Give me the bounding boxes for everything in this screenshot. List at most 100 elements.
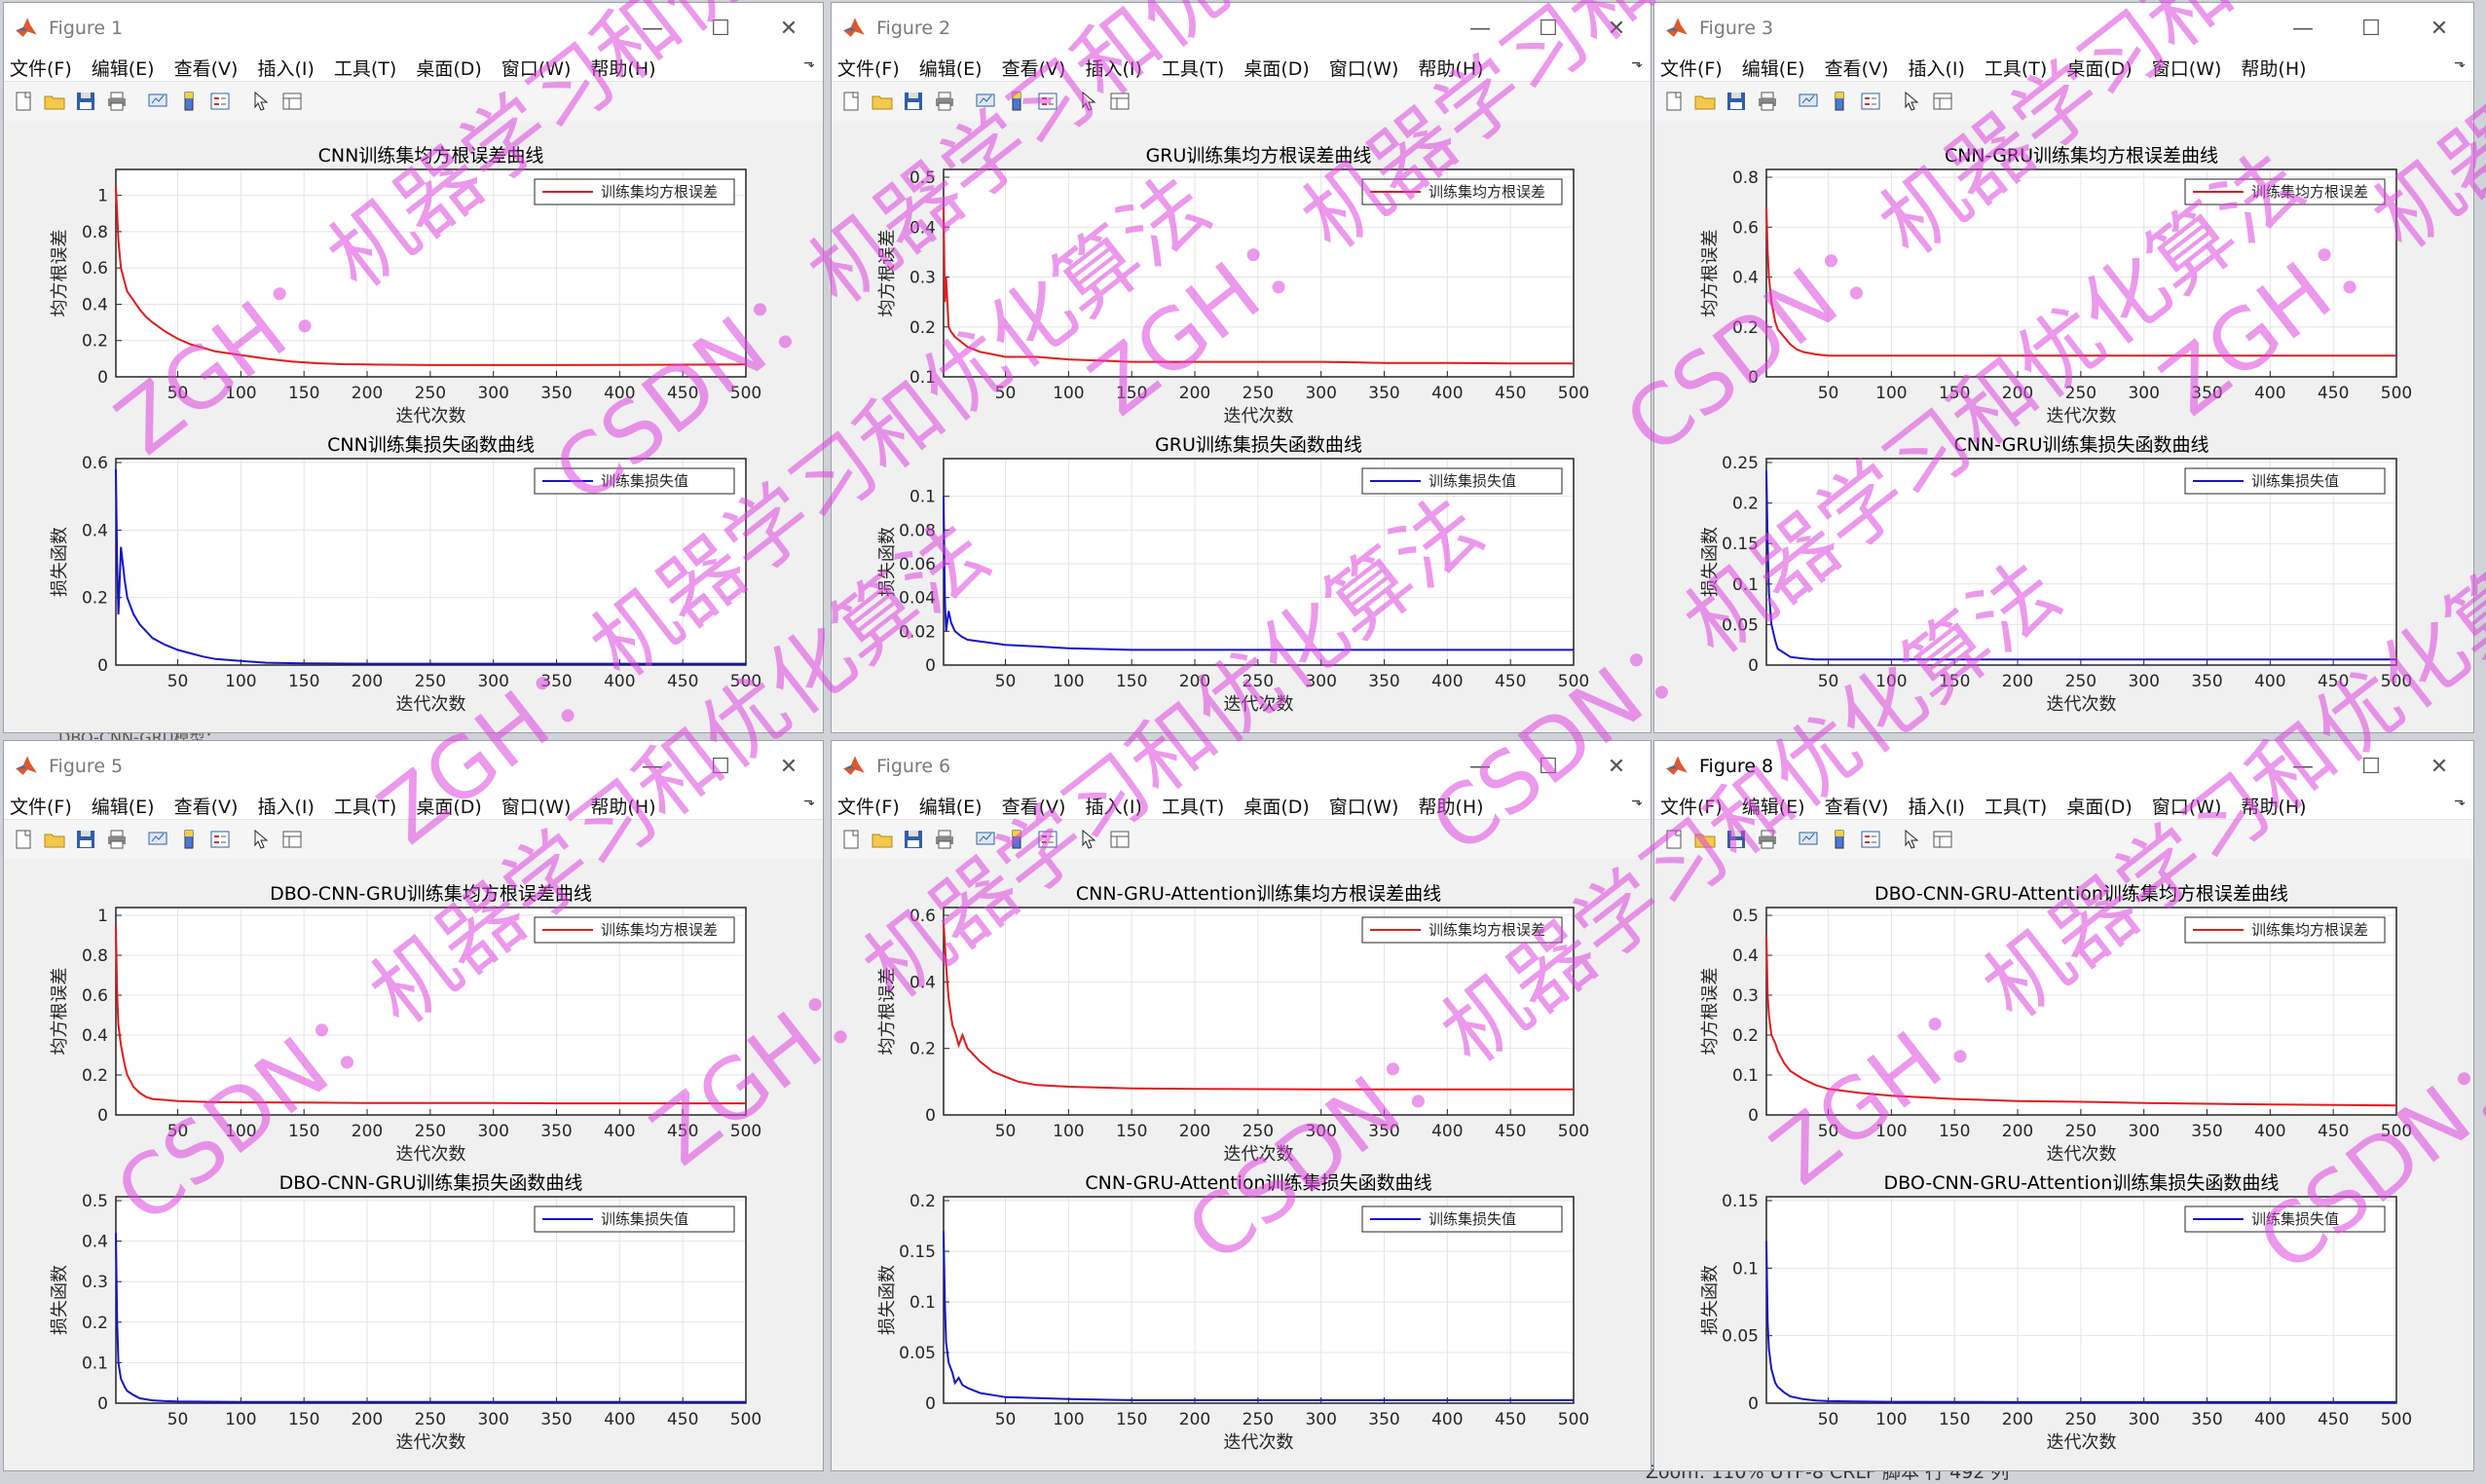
menu-item[interactable]: 编辑(E) — [918, 796, 983, 818]
axes-bottom[interactable]: 50 100 150 200 250 300 350 400 450 500 0 0.05 0.1 0.1… — [1700, 1172, 2412, 1453]
maximize-button[interactable]: ☐ — [711, 754, 730, 779]
minimize-button[interactable]: — — [642, 16, 663, 41]
figure-window[interactable]: Figure 6 — ☐ ✕ 文件(F) 编辑(E) 查看(V) 插入(I) 工具(T) 桌面(D… — [831, 740, 1651, 1471]
save-icon[interactable] — [1723, 88, 1750, 115]
property-inspector-icon[interactable] — [278, 826, 306, 853]
menu-item[interactable]: 编辑(E) — [1741, 796, 1805, 818]
legend[interactable]: 训练集均方根误差 — [2184, 178, 2386, 205]
legend[interactable]: 训练集均方根误差 — [1361, 916, 1563, 944]
legend[interactable]: 训练集均方根误差 — [534, 178, 735, 205]
menu-item[interactable]: 插入(I) — [1085, 796, 1142, 818]
new-figure-icon[interactable] — [837, 826, 865, 853]
menu-item[interactable]: 桌面(D) — [1243, 57, 1310, 80]
menu-item[interactable]: 窗口(W) — [501, 57, 572, 80]
link-plot-icon[interactable] — [144, 88, 171, 115]
axes-top[interactable]: 50 100 150 200 250 300 350 400 450 500 0 0.2 0.4 0.6 0… — [1700, 145, 2412, 427]
dock-arrow-icon[interactable]: ⬎ — [1631, 56, 1643, 71]
pointer-icon[interactable] — [247, 88, 275, 115]
save-icon[interactable] — [900, 88, 927, 115]
legend-icon[interactable] — [1034, 88, 1061, 115]
menu-item[interactable]: 工具(T) — [1161, 796, 1225, 818]
link-plot-icon[interactable] — [144, 826, 171, 853]
new-figure-icon[interactable] — [837, 88, 865, 115]
new-figure-icon[interactable] — [1660, 826, 1688, 853]
menu-item[interactable]: 工具(T) — [333, 57, 397, 80]
dock-arrow-icon[interactable]: ⬎ — [2454, 56, 2466, 71]
menu-item[interactable]: 窗口(W) — [1328, 57, 1399, 80]
menu-item[interactable]: 编辑(E) — [918, 57, 983, 80]
dock-arrow-icon[interactable]: ⬎ — [1631, 794, 1643, 809]
colorbar-icon[interactable] — [1003, 826, 1030, 853]
legend[interactable]: 训练集均方根误差 — [534, 916, 735, 944]
window-titlebar[interactable]: Figure 8 — ☐ ✕ — [1654, 741, 2473, 792]
print-icon[interactable] — [1754, 88, 1781, 115]
figure-window[interactable]: Figure 8 — ☐ ✕ 文件(F) 编辑(E) 查看(V) 插入(I) 工具(T) 桌面(D… — [1653, 740, 2474, 1471]
legend-icon[interactable] — [1857, 88, 1884, 115]
pointer-icon[interactable] — [1075, 826, 1102, 853]
legend[interactable]: 训练集损失值 — [1361, 1206, 1563, 1233]
menu-item[interactable]: 帮助(H) — [590, 57, 656, 80]
open-file-icon[interactable] — [41, 88, 68, 115]
menu-item[interactable]: 编辑(E) — [91, 57, 155, 80]
close-button[interactable]: ✕ — [2430, 16, 2449, 41]
menu-item[interactable]: 插入(I) — [1908, 796, 1965, 818]
axes-top[interactable]: 50 100 150 200 250 300 350 400 450 500 0 0.1 0.2 0.3 0… — [1700, 883, 2412, 1165]
pointer-icon[interactable] — [1898, 88, 1925, 115]
menu-item[interactable]: 查看(V) — [1001, 57, 1066, 80]
pointer-icon[interactable] — [1898, 826, 1925, 853]
axes-top[interactable]: 50 100 150 200 250 300 350 400 450 500 0 0.2 0.4 0.6 C… — [877, 883, 1589, 1165]
maximize-button[interactable]: ☐ — [1539, 754, 1558, 779]
colorbar-icon[interactable] — [1826, 88, 1853, 115]
close-button[interactable]: ✕ — [779, 754, 798, 779]
property-inspector-icon[interactable] — [278, 88, 306, 115]
maximize-button[interactable]: ☐ — [2361, 16, 2381, 41]
menu-item[interactable]: 文件(F) — [10, 57, 72, 80]
new-figure-icon[interactable] — [1660, 88, 1688, 115]
print-icon[interactable] — [931, 826, 958, 853]
close-button[interactable]: ✕ — [1607, 754, 1626, 779]
menu-item[interactable]: 查看(V) — [173, 796, 239, 818]
menu-item[interactable]: 文件(F) — [10, 796, 72, 818]
new-figure-icon[interactable] — [10, 88, 37, 115]
open-file-icon[interactable] — [41, 826, 68, 853]
legend[interactable]: 训练集损失值 — [2184, 1206, 2386, 1233]
link-plot-icon[interactable] — [1795, 826, 1822, 853]
menu-item[interactable]: 插入(I) — [1908, 57, 1965, 80]
minimize-button[interactable]: — — [2292, 16, 2314, 41]
save-icon[interactable] — [72, 826, 99, 853]
menu-item[interactable]: 编辑(E) — [1741, 57, 1805, 80]
property-inspector-icon[interactable] — [1106, 88, 1133, 115]
colorbar-icon[interactable] — [1003, 88, 1030, 115]
new-figure-icon[interactable] — [10, 826, 37, 853]
axes-bottom[interactable]: 50 100 150 200 250 300 350 400 450 500 0 0.05 0.1 0.1… — [877, 1172, 1589, 1453]
menu-item[interactable]: 文件(F) — [837, 57, 900, 80]
window-titlebar[interactable]: Figure 2 — ☐ ✕ — [832, 3, 1651, 54]
menu-item[interactable]: 窗口(W) — [501, 796, 572, 818]
minimize-button[interactable]: — — [642, 754, 663, 779]
save-icon[interactable] — [1723, 826, 1750, 853]
axes-top[interactable]: 50 100 150 200 250 300 350 400 450 500 0 0.2 0.4 0.6 0… — [50, 145, 761, 427]
dock-arrow-icon[interactable]: ⬎ — [803, 794, 815, 809]
property-inspector-icon[interactable] — [1929, 88, 1956, 115]
axes-top[interactable]: 50 100 150 200 250 300 350 400 450 500 0.1 0.2 0.3 0.… — [877, 145, 1589, 427]
legend-icon[interactable] — [206, 826, 234, 853]
minimize-button[interactable]: — — [1469, 16, 1491, 41]
link-plot-icon[interactable] — [972, 88, 999, 115]
window-titlebar[interactable]: Figure 1 — ☐ ✕ — [4, 3, 823, 54]
legend[interactable]: 训练集损失值 — [1361, 467, 1563, 495]
close-button[interactable]: ✕ — [1607, 16, 1626, 41]
menu-item[interactable]: 文件(F) — [837, 796, 900, 818]
menu-item[interactable]: 工具(T) — [333, 796, 397, 818]
window-titlebar[interactable]: Figure 6 — ☐ ✕ — [832, 741, 1651, 792]
menu-item[interactable]: 窗口(W) — [2151, 796, 2222, 818]
axes-top[interactable]: 50 100 150 200 250 300 350 400 450 500 0 0.2 0.4 0.6 0… — [50, 883, 761, 1165]
menu-item[interactable]: 查看(V) — [1824, 57, 1889, 80]
close-button[interactable]: ✕ — [2430, 754, 2449, 779]
menu-item[interactable]: 帮助(H) — [2241, 796, 2307, 818]
menu-item[interactable]: 桌面(D) — [416, 57, 482, 80]
figure-window[interactable]: Figure 3 — ☐ ✕ 文件(F) 编辑(E) 查看(V) 插入(I) 工具(T) 桌面(D… — [1653, 2, 2474, 733]
menu-item[interactable]: 插入(I) — [1085, 57, 1142, 80]
dock-arrow-icon[interactable]: ⬎ — [2454, 794, 2466, 809]
menu-item[interactable]: 查看(V) — [1824, 796, 1889, 818]
menu-item[interactable]: 工具(T) — [1161, 57, 1225, 80]
